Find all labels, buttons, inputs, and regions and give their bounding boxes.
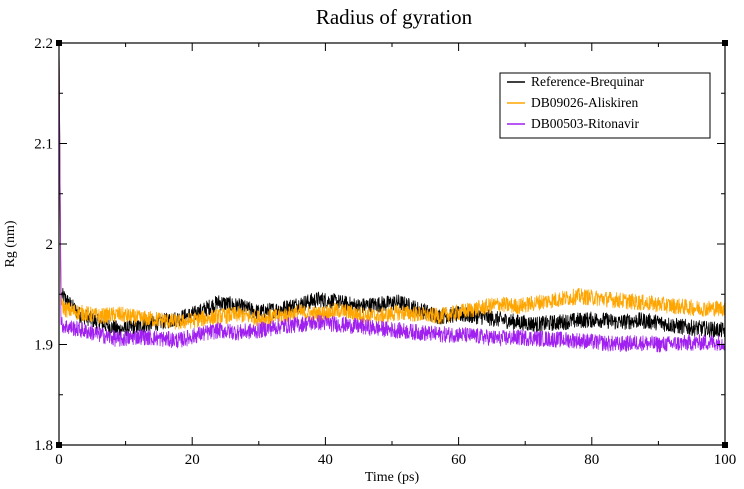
corner-marker-1 bbox=[722, 40, 728, 46]
series-layer bbox=[58, 42, 726, 353]
y-tick-label-2.2: 2.2 bbox=[34, 36, 53, 52]
series-line-db09026-aliskiren bbox=[58, 42, 726, 330]
ticks-layer bbox=[56, 40, 728, 448]
legend-label-aliskiren: DB09026-Aliskiren bbox=[531, 95, 638, 110]
series-line-db00503-ritonavir bbox=[58, 42, 726, 353]
y-tick-label-1.8: 1.8 bbox=[34, 438, 53, 454]
x-tick-label-80: 80 bbox=[584, 452, 599, 468]
x-tick-label-20: 20 bbox=[185, 452, 200, 468]
legend-label-ritonavir: DB00503-Ritonavir bbox=[531, 116, 639, 131]
x-tick-label-60: 60 bbox=[451, 452, 466, 468]
y-tick-label-1.9: 1.9 bbox=[34, 338, 53, 354]
x-tick-label-40: 40 bbox=[318, 452, 333, 468]
y-axis-label: Rg (nm) bbox=[3, 220, 18, 267]
legend-label-brequinar: Reference-Brequinar bbox=[531, 74, 645, 89]
y-tick-label-2: 2 bbox=[46, 237, 54, 253]
x-axis-label: Time (ps) bbox=[365, 470, 420, 485]
corner-marker-3 bbox=[722, 442, 728, 448]
corner-marker-2 bbox=[56, 442, 62, 448]
corner-marker-0 bbox=[56, 40, 62, 46]
legend-box bbox=[499, 72, 711, 139]
x-tick-label-100: 100 bbox=[714, 452, 737, 468]
x-tick-label-0: 0 bbox=[55, 452, 63, 468]
y-tick-label-2.1: 2.1 bbox=[34, 137, 53, 153]
legend: Reference-Brequinar DB09026-Aliskiren DB… bbox=[499, 72, 711, 139]
chart-title: Radius of gyration bbox=[316, 5, 473, 29]
